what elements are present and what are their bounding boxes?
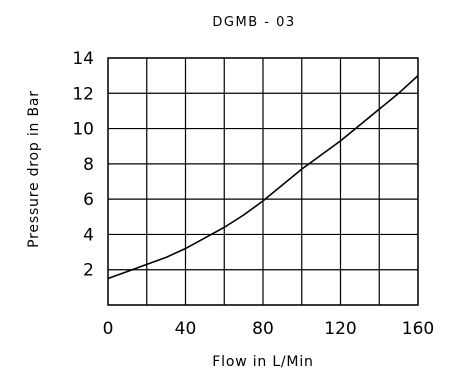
y-tick-labels: 2 4 6 8 10 12 14 [72, 49, 94, 281]
x-axis-label: Flow in L/Min [212, 354, 313, 370]
series-line [107, 75, 419, 280]
y-axis-label: Pressure drop in Bar [26, 90, 42, 248]
chart-title: DGMB - 03 [212, 15, 295, 30]
x-tick-label: 80 [252, 319, 274, 339]
y-tick-label: 8 [83, 155, 94, 175]
x-tick-label: 160 [402, 319, 434, 339]
x-tick-label: 120 [324, 319, 356, 339]
y-tick-label: 12 [72, 84, 94, 104]
y-tick-label: 2 [83, 261, 94, 281]
y-tick-label: 14 [72, 49, 94, 69]
x-tick-labels: 0 40 80 120 160 [103, 319, 435, 339]
grid [107, 57, 419, 306]
series-group [107, 75, 419, 280]
plot-frame [107, 57, 419, 306]
y-tick-label: 4 [83, 225, 94, 245]
y-tick-label: 10 [72, 120, 94, 140]
y-tick-label: 6 [83, 190, 94, 210]
x-tick-label: 40 [175, 319, 197, 339]
x-tick-label: 0 [103, 319, 114, 339]
